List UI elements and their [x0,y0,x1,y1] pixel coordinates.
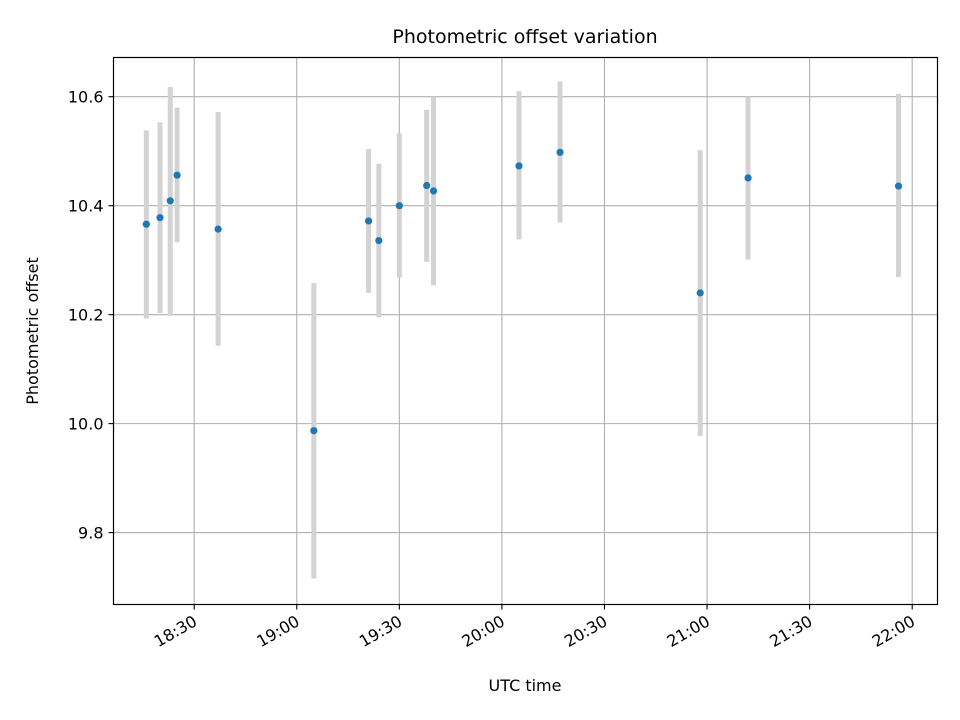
plot-frame [112,56,939,606]
data-point [310,427,318,435]
chart-title: Photometric offset variation [392,26,657,48]
error-bars [143,81,902,579]
data-point [173,171,181,179]
data-point [395,202,403,210]
y-tick-label: 9.8 [78,524,103,543]
x-tick-label: 22:00 [869,612,918,652]
data-point [894,182,903,190]
x-tick-label: 19:00 [253,612,302,652]
y-tick-label: 10.6 [68,88,104,107]
x-axis-label: UTC time [489,676,562,695]
data-point [142,220,150,228]
x-tick-label: 20:30 [561,612,610,652]
x-tick-label: 21:30 [766,612,815,652]
x-tick-label: 18:30 [151,612,200,652]
data-point [364,217,373,225]
x-tick-label: 19:30 [356,612,405,652]
data-point [696,289,704,297]
data-point [429,187,438,195]
x-tick-label: 20:00 [458,612,507,652]
y-tick-label: 10.2 [68,306,104,325]
data-point [744,174,752,182]
data-point [423,181,431,190]
y-tick-label: 10.0 [68,415,104,434]
data-point [556,148,564,156]
data-point [166,197,174,205]
data-point [214,225,222,233]
grid [113,57,938,605]
x-axis-ticks: 18:30 19:00 19:30 20:00 20:30 21:00 21:30 22:00 [151,604,918,652]
y-axis-label: Photometric offset [23,257,42,405]
x-tick-label: 21:00 [664,612,713,652]
data-point [156,214,164,222]
data-points [142,148,903,435]
data-point [375,236,383,245]
y-tick-label: 10.4 [68,197,104,216]
y-axis-ticks: 9.8 10.0 10.2 10.4 10.6 [68,88,114,543]
data-point [515,162,523,170]
